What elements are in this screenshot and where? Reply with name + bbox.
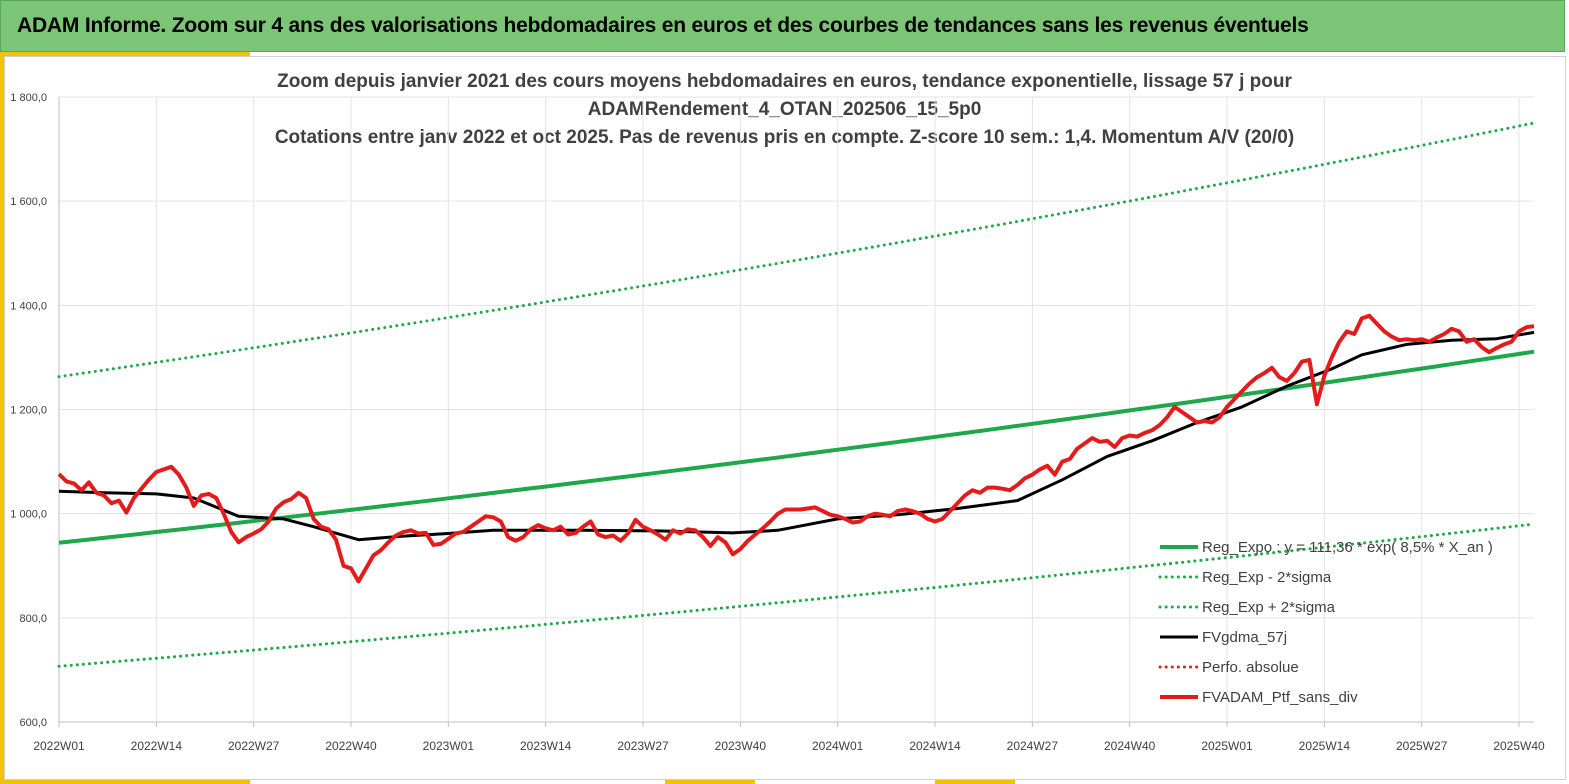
chart-title-line-3: Cotations entre janv 2022 et oct 2025. P… xyxy=(274,127,1295,148)
page-title: ADAM Informe. Zoom sur 4 ans des valoris… xyxy=(17,14,1309,37)
y-tick-label: 800,0 xyxy=(19,613,47,625)
x-tick-label: 2023W01 xyxy=(423,739,475,753)
x-tick-label: 2024W40 xyxy=(1104,739,1156,753)
y-tick-label: 1 400,0 xyxy=(10,300,47,312)
series-line-2 xyxy=(57,121,1536,379)
y-tick-label: 600,0 xyxy=(19,717,47,729)
legend-label: Reg_Expo : y = 111,36 * exp( 8,5% * X_an… xyxy=(1202,539,1493,556)
accent-stripe xyxy=(935,780,1015,784)
x-tick-label: 2025W27 xyxy=(1396,739,1448,753)
legend-label: Reg_Exp - 2*sigma xyxy=(1202,569,1332,586)
series-line-5 xyxy=(57,313,1535,584)
x-tick-label: 2022W14 xyxy=(131,739,183,753)
x-tick-label: 2023W14 xyxy=(520,739,572,753)
chart-title-line-1: Zoom depuis janvier 2021 des cours moyen… xyxy=(277,71,1292,92)
legend-label: Perfo. absolue xyxy=(1202,659,1299,676)
accent-stripe xyxy=(0,52,4,780)
y-tick-label: 1 200,0 xyxy=(10,405,47,417)
legend-label: FVADAM_Ptf_sans_div xyxy=(1202,689,1358,706)
legend-label: FVgdma_57j xyxy=(1202,629,1287,646)
x-tick-label: 2024W01 xyxy=(812,739,864,753)
accent-stripe xyxy=(0,779,250,784)
x-tick-label: 2025W01 xyxy=(1201,739,1253,753)
x-tick-label: 2025W14 xyxy=(1299,739,1351,753)
x-tick-label: 2023W27 xyxy=(617,739,669,753)
x-tick-label: 2024W27 xyxy=(1007,739,1059,753)
header-bar: ADAM Informe. Zoom sur 4 ans des valoris… xyxy=(0,0,1565,52)
x-tick-label: 2022W27 xyxy=(228,739,280,753)
x-tick-label: 2025W40 xyxy=(1493,739,1545,753)
accent-stripe xyxy=(0,52,250,56)
accent-stripe xyxy=(665,780,755,784)
x-tick-label: 2022W01 xyxy=(33,739,85,753)
chart-frame xyxy=(4,56,1566,780)
x-tick-label: 2024W14 xyxy=(909,739,961,753)
y-tick-label: 1 600,0 xyxy=(10,196,47,208)
chart-title-line-2: ADAMRendement_4_OTAN_202506_15_5p0 xyxy=(587,99,982,120)
y-tick-label: 1 000,0 xyxy=(10,509,47,521)
series-line-0 xyxy=(58,349,1535,545)
legend-label: Reg_Exp + 2*sigma xyxy=(1202,599,1336,616)
x-tick-label: 2023W40 xyxy=(715,739,767,753)
x-tick-label: 2022W40 xyxy=(325,739,377,753)
y-tick-label: 1 800,0 xyxy=(10,92,47,104)
